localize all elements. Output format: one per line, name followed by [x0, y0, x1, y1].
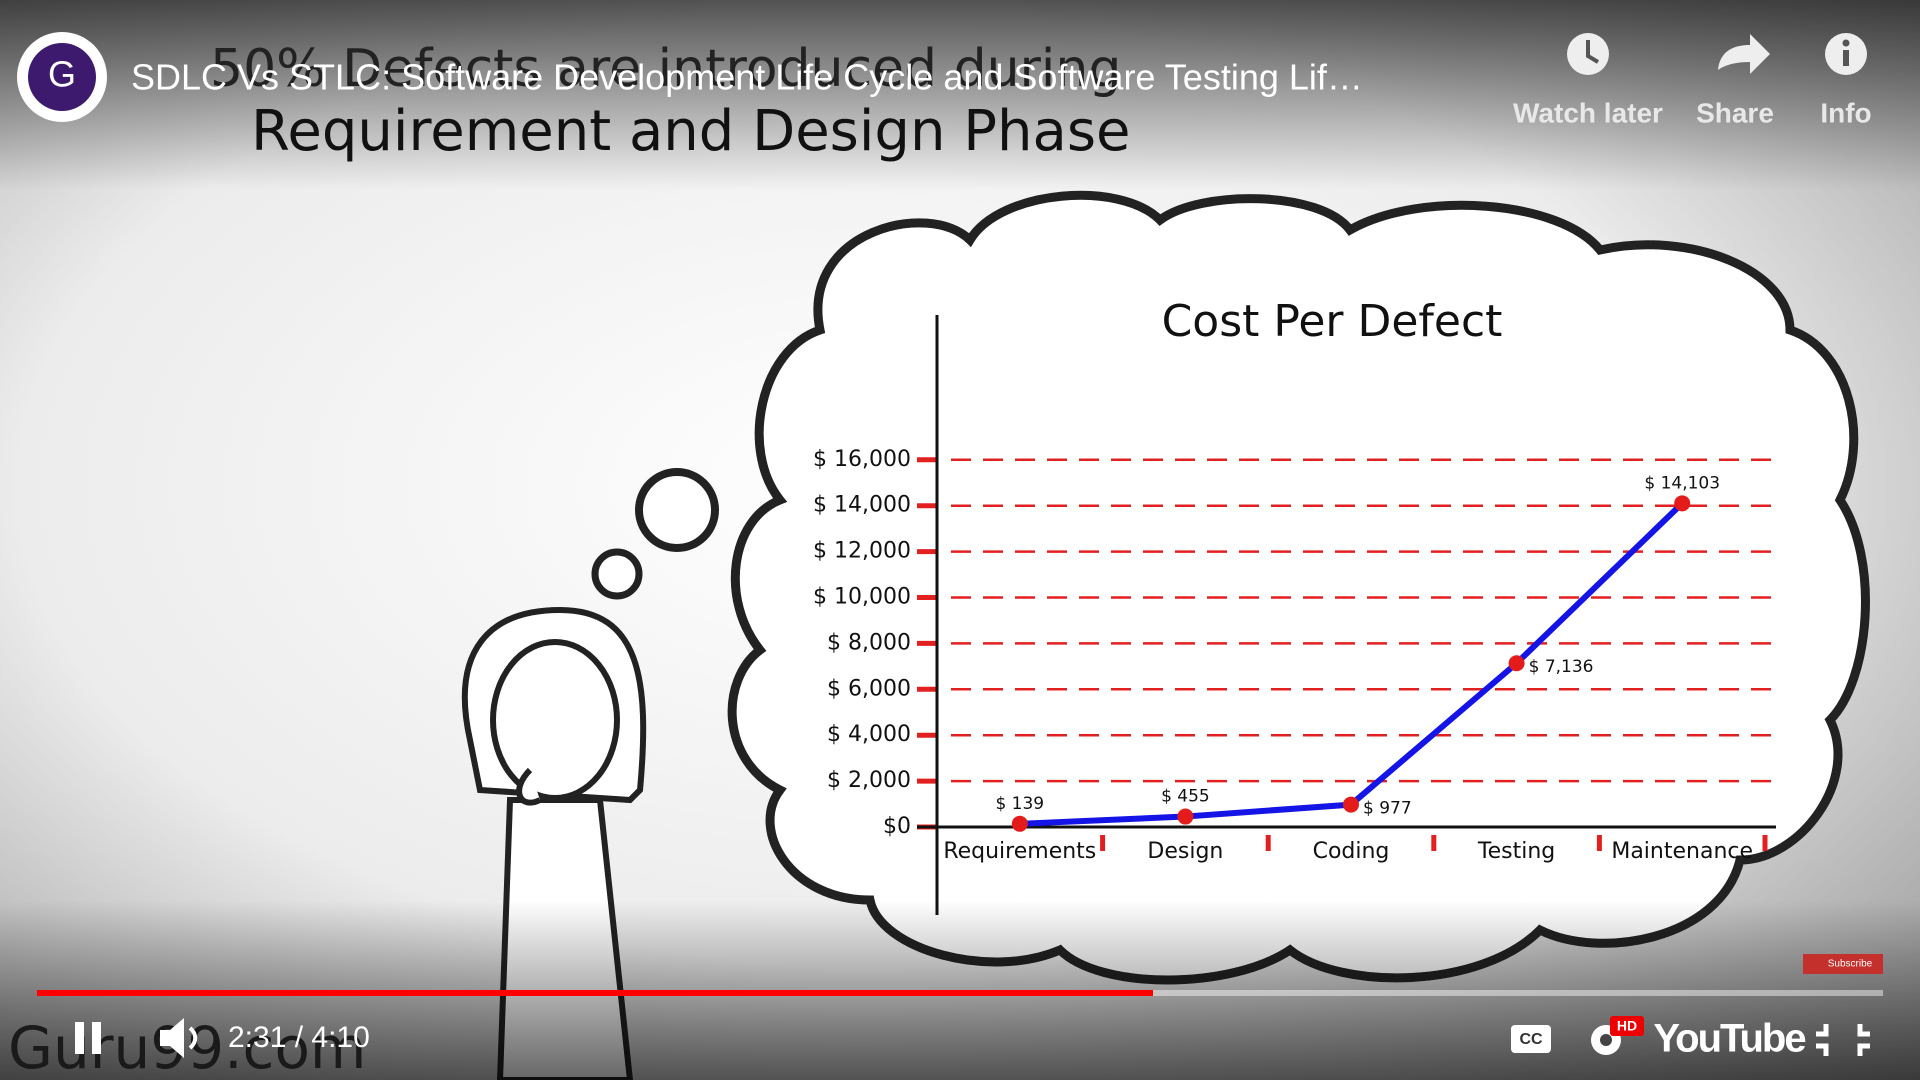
- share-icon[interactable]: [1718, 34, 1770, 74]
- chart: Cost Per Defect $0 $ 2,000 $ 4,000 $ 6,000 $…: [813, 296, 1776, 915]
- settings-button[interactable]: [1591, 1016, 1644, 1055]
- progress-played: [37, 990, 1153, 996]
- y-tick-label: $ 8,000: [827, 630, 911, 655]
- video-title[interactable]: SDLC Vs STLC: Software Development Life …: [131, 57, 1363, 98]
- subscribe-badge[interactable]: [1803, 954, 1883, 974]
- data-label: $ 7,136: [1529, 657, 1594, 677]
- x-tick-label: Maintenance: [1611, 839, 1753, 864]
- y-tick-label: $ 16,000: [813, 447, 911, 472]
- youtube-logo[interactable]: YouTube: [1653, 1017, 1807, 1061]
- volume-button[interactable]: [160, 1018, 198, 1058]
- channel-avatar-inner: [28, 43, 96, 111]
- svg-text:CC: CC: [1519, 1031, 1543, 1048]
- watch-later-icon[interactable]: [1567, 33, 1609, 75]
- y-tick-label: $ 14,000: [813, 493, 911, 518]
- y-tick-label: $ 6,000: [827, 676, 911, 701]
- action-label[interactable]: Info: [1820, 97, 1871, 128]
- action-label[interactable]: Share: [1696, 97, 1774, 128]
- hd-badge: HD: [1617, 1018, 1637, 1034]
- data-point: [1508, 655, 1525, 672]
- action-label[interactable]: Watch later: [1513, 97, 1663, 128]
- avatar-letter: G: [48, 54, 76, 95]
- y-tick-label: $ 10,000: [813, 585, 911, 610]
- thought-bubble: [635, 468, 719, 552]
- y-tick-label: $0: [883, 814, 911, 839]
- exit-fullscreen-button[interactable]: [1816, 1024, 1870, 1056]
- thought-bubble: [591, 548, 643, 600]
- time-display: 2:31 / 4:10: [228, 1021, 370, 1054]
- x-tick-label: Requirements: [943, 839, 1096, 864]
- info-icon[interactable]: [1825, 33, 1867, 75]
- y-tick-label: $ 2,000: [827, 768, 911, 793]
- data-label: $ 455: [1161, 787, 1210, 807]
- x-tick-label: Testing: [1477, 839, 1555, 864]
- watermark: Guru99.com: [8, 1014, 366, 1080]
- data-point: [1011, 815, 1028, 832]
- y-tick-label: $ 4,000: [827, 722, 911, 747]
- pause-button[interactable]: [75, 1022, 101, 1054]
- data-label: $ 977: [1363, 799, 1412, 819]
- subscribe-text: Subscribe: [1828, 959, 1873, 970]
- x-tick-label: Coding: [1313, 839, 1390, 864]
- data-point: [1177, 808, 1194, 825]
- y-tick-label: $ 12,000: [813, 539, 911, 564]
- data-label: $ 14,103: [1644, 473, 1720, 493]
- cc-button[interactable]: CC: [1511, 1025, 1551, 1053]
- x-tick-label: Design: [1147, 839, 1223, 864]
- headline-line: 50% Defects are introduced during: [210, 39, 1121, 99]
- top-overlay: [0, 0, 1920, 190]
- data-point: [1343, 796, 1359, 813]
- thought-cloud: [727, 190, 1870, 985]
- chart-title: Cost Per Defect: [1162, 296, 1503, 347]
- data-point: [1674, 495, 1691, 512]
- headline-line: Requirement and Design Phase: [251, 99, 1130, 164]
- data-label: $ 139: [995, 794, 1044, 814]
